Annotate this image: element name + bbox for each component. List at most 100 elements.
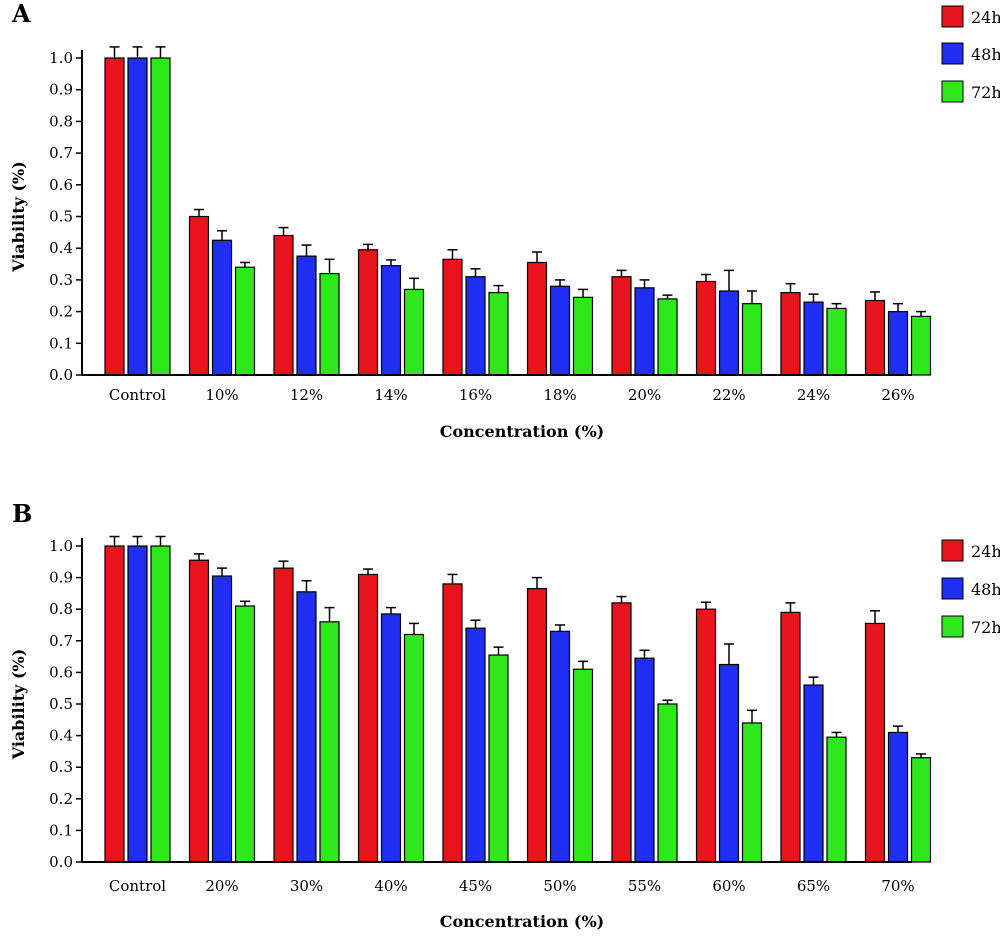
bar <box>549 285 571 376</box>
x-tick-label: 12% <box>290 386 323 404</box>
bar <box>695 608 717 863</box>
y-tick-label: 0.3 <box>49 758 73 776</box>
bar <box>526 588 548 863</box>
bar <box>150 545 171 863</box>
y-tick-label: 0.1 <box>49 334 73 352</box>
bar <box>910 315 932 376</box>
x-tick-label: 70% <box>881 877 914 895</box>
bar <box>718 290 740 376</box>
bar <box>657 703 678 863</box>
bar <box>488 654 509 863</box>
bar <box>211 575 233 863</box>
legend-label: 48h <box>971 580 1000 599</box>
bar <box>526 261 548 376</box>
bar <box>403 288 425 376</box>
x-tick-label: 30% <box>290 877 323 895</box>
legend-label: 72h <box>971 83 1000 102</box>
y-tick-label: 0.6 <box>49 176 73 194</box>
legend-label: 24h <box>971 542 1000 561</box>
bar <box>357 573 379 863</box>
bar <box>611 276 632 376</box>
bar <box>273 567 294 863</box>
bar <box>864 299 886 376</box>
bar <box>380 265 402 376</box>
y-tick-label: 0.0 <box>49 366 73 384</box>
bar <box>910 757 932 863</box>
bar <box>803 301 824 376</box>
bar <box>887 731 909 863</box>
bar <box>741 722 763 863</box>
bar <box>465 627 486 863</box>
x-tick-label: 16% <box>459 386 492 404</box>
x-tick-label: 22% <box>712 386 745 404</box>
chart-panel-b: 0.0 0.1 0.2 0.3 0.4 0.5 0.6 0.7 0.8 0.9 1.0 Control… <box>9 535 1000 931</box>
bar <box>104 57 125 376</box>
x-tick-label: 14% <box>374 386 407 404</box>
bar <box>634 657 655 863</box>
y-tick-label: 0.6 <box>49 663 73 681</box>
x-tick-label: 45% <box>459 877 492 895</box>
y-tick-label: 0.9 <box>49 569 73 587</box>
bar <box>442 583 463 863</box>
bar <box>864 622 886 863</box>
x-tick-label: 10% <box>205 386 238 404</box>
bar <box>104 545 125 863</box>
bar <box>741 303 763 376</box>
legend-swatch <box>941 42 964 65</box>
bar <box>549 630 571 863</box>
panel-a-letter: A <box>11 0 31 28</box>
bar <box>319 621 340 863</box>
y-tick-label: 0.8 <box>49 112 73 130</box>
x-tick-label: 24% <box>797 386 830 404</box>
y-tick-label: 0.4 <box>49 239 73 257</box>
x-tick-label: Control <box>109 386 166 404</box>
y-tick-label: 0.3 <box>49 271 73 289</box>
y-tick-label: 0.2 <box>49 303 73 321</box>
bar <box>803 684 824 863</box>
y-axis-title: Viability (%) <box>9 161 28 273</box>
x-tick-label: 40% <box>374 877 407 895</box>
legend-label: 48h <box>971 45 1000 64</box>
x-tick-label: Control <box>109 877 166 895</box>
x-tick-label: 55% <box>628 877 661 895</box>
bar <box>657 298 678 376</box>
y-tick-label: 0.2 <box>49 790 73 808</box>
x-tick-label: 65% <box>797 877 830 895</box>
bar <box>357 249 379 376</box>
x-axis-title: Concentration (%) <box>440 422 604 441</box>
bar <box>465 276 486 376</box>
x-axis-title: Concentration (%) <box>440 912 604 931</box>
x-tick-label: 20% <box>205 877 238 895</box>
legend-label: 24h <box>971 8 1000 27</box>
bar <box>403 633 425 863</box>
x-tick-label: 18% <box>543 386 576 404</box>
y-axis-title: Viability (%) <box>9 649 28 761</box>
y-tick-label: 0.1 <box>49 821 73 839</box>
y-tick-label: 1.0 <box>49 537 73 555</box>
bar <box>188 215 210 376</box>
bar <box>826 307 847 376</box>
legend-swatch <box>941 615 964 638</box>
bar <box>296 255 317 376</box>
bar <box>211 239 233 376</box>
panel-b-letter: B <box>12 499 32 528</box>
legend-swatch <box>941 5 964 28</box>
x-tick-label: 60% <box>712 877 745 895</box>
bar <box>234 605 256 863</box>
y-tick-label: 0.5 <box>49 208 73 226</box>
bar <box>188 559 210 863</box>
bar <box>718 663 740 863</box>
bar <box>634 287 655 376</box>
bar <box>488 291 509 376</box>
bar <box>695 280 717 376</box>
x-tick-label: 20% <box>628 386 661 404</box>
bar <box>319 272 340 376</box>
bar <box>887 311 909 376</box>
y-tick-label: 0.7 <box>49 632 73 650</box>
y-tick-label: 0.8 <box>49 600 73 618</box>
x-tick-label: 50% <box>543 877 576 895</box>
bar <box>127 57 148 376</box>
bar <box>296 591 317 863</box>
legend-label: 72h <box>971 618 1000 637</box>
